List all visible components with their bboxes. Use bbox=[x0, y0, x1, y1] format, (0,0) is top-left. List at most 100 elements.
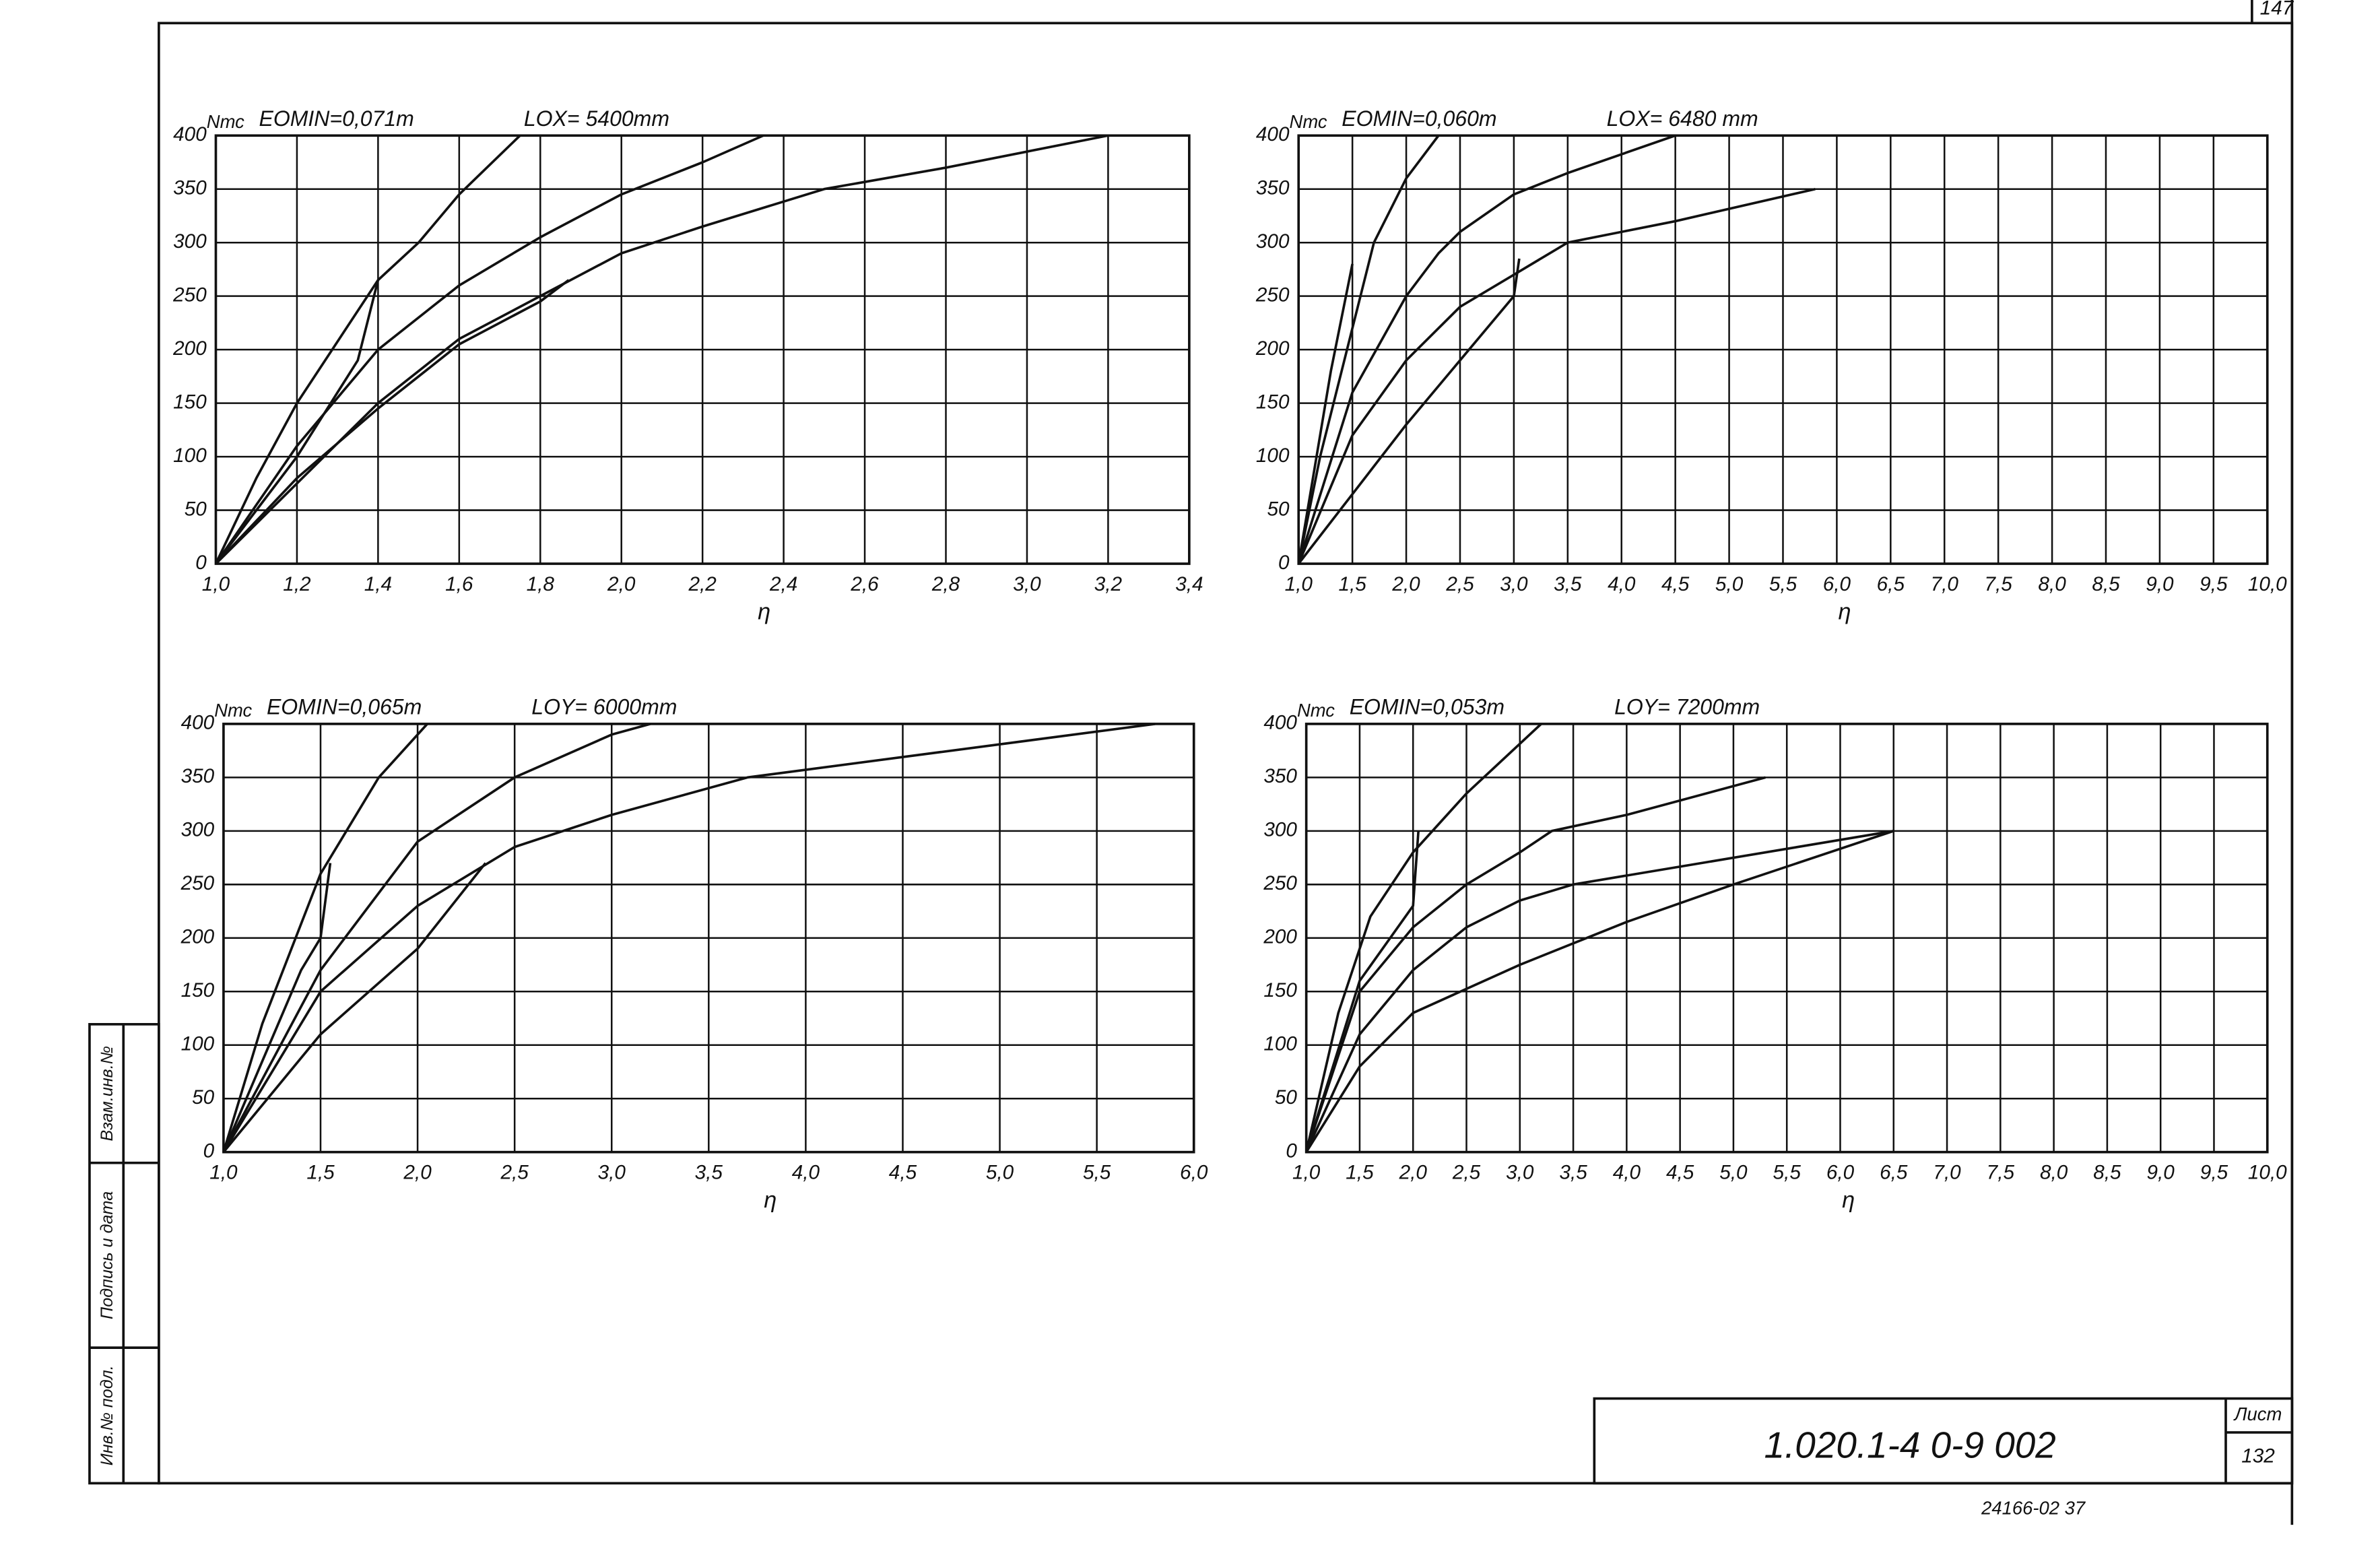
x-tick-label: 7,5 bbox=[1984, 573, 2012, 595]
x-tick-label: 2,6 bbox=[850, 573, 879, 595]
x-tick-label: 3,5 bbox=[695, 1162, 723, 1184]
curve bbox=[1304, 830, 1420, 1153]
x-tick-label: 1,2 bbox=[283, 573, 311, 595]
curve bbox=[1297, 258, 1521, 565]
e-min-label: EOMIN=0,065m bbox=[267, 694, 422, 719]
x-tick-label: 1,5 bbox=[1346, 1162, 1374, 1184]
length-label: LOY= 7200mm bbox=[1614, 694, 1760, 719]
x-tick-label: 2,4 bbox=[769, 573, 797, 595]
y-axis-label: Nтс bbox=[1297, 700, 1335, 721]
y-tick-label: 0 bbox=[203, 1140, 215, 1162]
x-tick-label: 9,0 bbox=[2147, 1162, 2175, 1184]
x-tick-label: 7,5 bbox=[1987, 1162, 2015, 1184]
curve bbox=[1304, 723, 1542, 1153]
y-tick-label: 350 bbox=[181, 765, 215, 787]
y-tick-label: 300 bbox=[181, 819, 215, 841]
corner-number: 147 bbox=[2260, 0, 2294, 20]
x-tick-label: 8,5 bbox=[2092, 573, 2120, 595]
x-tick-label: 5,5 bbox=[1773, 1162, 1801, 1184]
y-tick-label: 350 bbox=[173, 177, 207, 199]
y-tick-label: 0 bbox=[195, 552, 207, 574]
curve bbox=[222, 723, 428, 1153]
y-tick-label: 250 bbox=[1255, 284, 1290, 306]
curve bbox=[222, 723, 651, 1153]
x-tick-label: 1,0 bbox=[209, 1162, 238, 1184]
x-tick-label: 4,0 bbox=[1608, 573, 1636, 595]
y-tick-label: 400 bbox=[173, 123, 207, 145]
y-tick-label: 100 bbox=[1256, 444, 1290, 467]
y-tick-label: 50 bbox=[185, 498, 207, 520]
y-tick-label: 50 bbox=[192, 1086, 215, 1109]
e-min-label: EOMIN=0,053m bbox=[1350, 694, 1505, 719]
x-tick-label: 5,5 bbox=[1769, 573, 1797, 595]
x-tick-label: 1,0 bbox=[1292, 1162, 1321, 1184]
curve bbox=[1297, 263, 1354, 564]
x-axis-label: η bbox=[1842, 1187, 1855, 1213]
x-axis-label: η bbox=[758, 599, 770, 624]
x-tick-label: 2,5 bbox=[1445, 573, 1474, 595]
x-tick-label: 1,0 bbox=[202, 573, 230, 595]
x-tick-label: 1,8 bbox=[527, 573, 555, 595]
x-tick-label: 2,5 bbox=[1452, 1162, 1481, 1184]
x-tick-label: 8,5 bbox=[2093, 1162, 2121, 1184]
y-tick-label: 150 bbox=[1263, 979, 1297, 1001]
x-tick-label: 4,5 bbox=[1666, 1162, 1694, 1184]
x-tick-label: 5,0 bbox=[986, 1162, 1014, 1184]
y-axis-label: Nтс bbox=[1290, 111, 1327, 132]
curve bbox=[214, 134, 764, 565]
side-label: Взам.инв.№ bbox=[98, 1046, 117, 1142]
y-tick-label: 200 bbox=[180, 926, 215, 948]
y-tick-label: 350 bbox=[1256, 177, 1290, 199]
curve bbox=[222, 863, 332, 1153]
curve bbox=[214, 134, 521, 564]
y-tick-label: 200 bbox=[172, 337, 207, 360]
x-tick-label: 4,0 bbox=[792, 1162, 820, 1184]
x-tick-label: 5,5 bbox=[1083, 1162, 1111, 1184]
x-tick-label: 3,4 bbox=[1175, 573, 1203, 595]
curve bbox=[222, 723, 1156, 1153]
y-tick-label: 250 bbox=[180, 872, 215, 894]
curve bbox=[215, 279, 570, 565]
y-tick-label: 0 bbox=[1286, 1140, 1297, 1162]
y-tick-label: 150 bbox=[173, 391, 207, 413]
curve bbox=[1297, 134, 1676, 564]
x-tick-label: 2,0 bbox=[403, 1162, 432, 1184]
x-tick-label: 5,0 bbox=[1719, 1162, 1748, 1184]
x-tick-label: 2,8 bbox=[931, 573, 960, 595]
x-tick-label: 3,0 bbox=[598, 1162, 626, 1184]
sheet-label: Лист bbox=[2233, 1404, 2282, 1424]
y-tick-label: 0 bbox=[1278, 552, 1290, 574]
x-tick-label: 6,0 bbox=[1823, 573, 1851, 595]
sheet-number: 132 bbox=[2241, 1445, 2275, 1467]
x-tick-label: 2,2 bbox=[688, 573, 717, 595]
side-label: Инв.№ подл. bbox=[98, 1365, 117, 1465]
x-tick-label: 6,0 bbox=[1826, 1162, 1855, 1184]
x-tick-label: 9,5 bbox=[2200, 1162, 2228, 1184]
y-axis-label: Nтс bbox=[207, 111, 244, 132]
curve bbox=[1297, 187, 1816, 564]
x-tick-label: 4,5 bbox=[889, 1162, 917, 1184]
x-tick-label: 8,0 bbox=[2040, 1162, 2068, 1184]
x-tick-label: 2,0 bbox=[1391, 573, 1420, 595]
x-tick-label: 2,0 bbox=[1399, 1162, 1428, 1184]
y-tick-label: 300 bbox=[1256, 230, 1290, 253]
y-tick-label: 200 bbox=[1255, 337, 1290, 360]
y-tick-label: 300 bbox=[1263, 819, 1297, 841]
y-tick-label: 400 bbox=[181, 712, 215, 734]
document-code: 1.020.1-4 0-9 002 bbox=[1764, 1424, 2056, 1465]
x-tick-label: 6,0 bbox=[1180, 1162, 1208, 1184]
stamp: 24166-02 37 bbox=[1981, 1498, 2086, 1519]
y-tick-label: 100 bbox=[181, 1033, 215, 1055]
y-tick-label: 100 bbox=[173, 444, 207, 467]
curve bbox=[215, 279, 380, 565]
length-label: LOX= 6480 mm bbox=[1607, 106, 1758, 131]
curve bbox=[1297, 135, 1440, 564]
x-tick-label: 7,0 bbox=[1933, 1162, 1961, 1184]
length-label: LOY= 6000mm bbox=[531, 694, 677, 719]
curve bbox=[1304, 776, 1766, 1153]
x-tick-label: 2,0 bbox=[607, 573, 636, 595]
title-block bbox=[1593, 1397, 2294, 1485]
x-axis-label: η bbox=[1838, 599, 1851, 624]
x-tick-label: 6,5 bbox=[1880, 1162, 1908, 1184]
